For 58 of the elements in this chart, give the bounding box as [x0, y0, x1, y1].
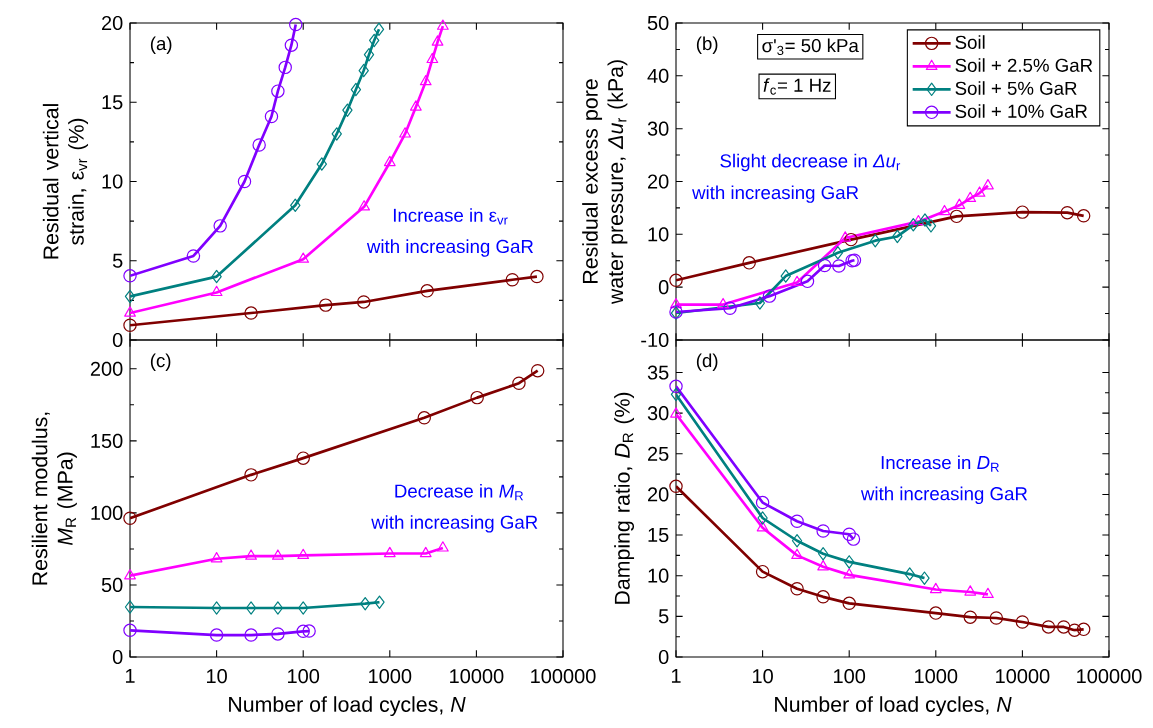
y-tick-label: 40 — [647, 68, 669, 83]
x-tick-label: 100000 — [1077, 669, 1142, 684]
annotation: with increasing GaR — [860, 486, 1028, 505]
y-tick-label: 20 — [648, 174, 669, 189]
annotation: with increasing GaR — [371, 515, 538, 533]
annotation: Increase in D$_{R}$ — [881, 455, 999, 472]
x-tick-label: 10 — [207, 669, 227, 684]
annotation: Slight decrease in Δu$_{r}$ — [720, 153, 901, 172]
legend-label: Soil — [955, 35, 985, 49]
y-tick-label: -10 — [641, 332, 669, 348]
annotation: (d) — [696, 353, 718, 371]
x-axis-title: Number of load cycles, N — [775, 696, 1012, 717]
y-tick-label: 15 — [102, 95, 123, 110]
y-tick-label: 0 — [658, 649, 669, 665]
y-tick-label: 0 — [658, 280, 669, 295]
legend-label: Soil + 5% GaR — [955, 81, 1077, 95]
x-tick-label: 1 — [671, 669, 681, 683]
annotation: (c) — [150, 353, 171, 371]
y-tick-label: 20 — [102, 15, 123, 31]
x-tick-label: 10 — [753, 669, 773, 684]
annotation: σ'$_{3}$= 50 kPa — [762, 38, 859, 56]
y-tick-label: 10 — [648, 227, 669, 242]
y-tick-label: 15 — [648, 528, 669, 543]
y-tick-label: 30 — [647, 121, 669, 136]
y-tick-label: 100 — [91, 505, 123, 520]
y-tick-label: 10 — [102, 174, 123, 189]
x-tick-label: 10000 — [996, 669, 1050, 684]
x-tick-label: 100000 — [531, 669, 596, 684]
x-tick-label: 1000 — [915, 669, 958, 684]
y-tick-label: 25 — [648, 446, 669, 461]
x-tick-label: 1000 — [369, 669, 412, 684]
annotation: f$_{c}$= 1 Hz — [763, 78, 831, 95]
y-tick-label: 5 — [112, 253, 123, 268]
y-tick-label: 0 — [112, 332, 123, 348]
y-tick-label: 200 — [90, 361, 123, 376]
y-tick-label: 10 — [648, 568, 669, 583]
x-tick-label: 100 — [288, 669, 320, 684]
y-tick-label: 35 — [647, 365, 669, 380]
x-tick-label: 10000 — [450, 669, 504, 684]
annotation: (b) — [696, 36, 718, 54]
annotation: with increasing GaR — [366, 239, 534, 257]
annotation: Increase in ε$_{vr}$ — [393, 208, 508, 225]
y-tick-label: 50 — [647, 15, 669, 31]
y-tick-label: 30 — [647, 406, 669, 421]
x-axis-title: Number of load cycles, N — [229, 696, 466, 717]
legend-label: Soil + 2.5% GaR — [955, 58, 1093, 72]
x-tick-label: 1 — [125, 669, 135, 683]
y-tick-label: 150 — [91, 433, 123, 448]
annotation: Decrease in M$_{R}$ — [395, 483, 524, 501]
y-tick-label: 20 — [648, 487, 669, 502]
legend-label: Soil + 10% GaR — [955, 104, 1088, 118]
y-tick-label: 50 — [101, 577, 123, 593]
y-tick-label: 0 — [112, 649, 123, 665]
y-axis-title: Damping ratio, D$_{R}$ (%) — [614, 392, 635, 604]
annotation: (a) — [150, 36, 172, 54]
y-tick-label: 5 — [658, 609, 669, 624]
annotation: with increasing GaR — [692, 185, 859, 203]
x-tick-label: 100 — [834, 669, 866, 684]
